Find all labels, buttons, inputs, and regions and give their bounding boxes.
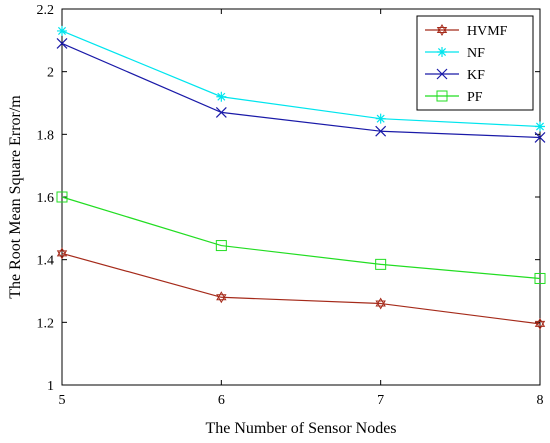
data-point-nf [57, 25, 67, 36]
data-point-hvmf [56, 247, 68, 260]
y-tick-label: 2 [47, 66, 54, 81]
legend-marker-nf [437, 47, 447, 57]
series-kf [56, 38, 546, 143]
series-group [56, 25, 546, 330]
data-point-pf [56, 191, 68, 203]
y-tick-label: 2.2 [37, 3, 55, 18]
legend-label-hvmf: HVMF [467, 24, 508, 39]
series-pf [56, 191, 546, 284]
x-tick-label: 8 [537, 393, 544, 408]
legend-entry-hvmf: HVMF [425, 23, 508, 39]
series-line-hvmf [61, 252, 541, 325]
x-tick-label: 6 [218, 393, 225, 408]
legend-entry-pf: PF [425, 90, 483, 105]
legend-entry-nf: NF [425, 46, 485, 61]
data-point-pf [534, 272, 546, 284]
axis-ticks: 5 6 7 8 1 1.2 1.4 1.6 1.8 2 2.2 [37, 3, 544, 408]
series-line-nf [61, 30, 541, 128]
data-point-kf [215, 106, 227, 118]
data-point-hvmf [375, 297, 386, 310]
y-tick-label: 1.8 [37, 128, 55, 143]
series-line-pf [61, 196, 541, 280]
legend-label-nf: NF [467, 46, 485, 61]
legend-entry-kf: KF [425, 68, 485, 83]
data-point-kf [375, 125, 387, 137]
data-point-nf [535, 121, 545, 132]
y-tick-label: 1.4 [37, 254, 55, 269]
y-tick-label: 1 [47, 379, 54, 394]
legend-label-kf: KF [467, 68, 485, 83]
legend: HVMF NF KF PF [416, 15, 534, 111]
data-point-nf [375, 113, 386, 124]
data-point-nf [216, 91, 227, 102]
y-tick-label: 1.6 [37, 191, 55, 206]
data-point-hvmf [216, 291, 227, 304]
legend-marker-hvmf [436, 23, 448, 37]
data-point-pf [215, 240, 227, 252]
x-tick-label: 7 [377, 393, 384, 408]
x-tick-label: 5 [59, 393, 66, 408]
y-axis-label: The Root Mean Square Error/m [7, 95, 24, 299]
data-point-kf [534, 132, 546, 143]
legend-label-pf: PF [467, 90, 483, 105]
legend-marker-kf [436, 68, 448, 80]
x-axis-label: The Number of Sensor Nodes [205, 420, 396, 437]
series-nf [57, 25, 545, 132]
series-line-kf [61, 42, 541, 139]
data-point-pf [375, 258, 387, 270]
y-tick-label: 1.2 [37, 316, 55, 331]
legend-box [416, 15, 534, 111]
data-point-hvmf [534, 317, 546, 330]
data-point-kf [56, 38, 68, 49]
legend-marker-pf [436, 90, 448, 102]
series-hvmf [56, 247, 546, 330]
